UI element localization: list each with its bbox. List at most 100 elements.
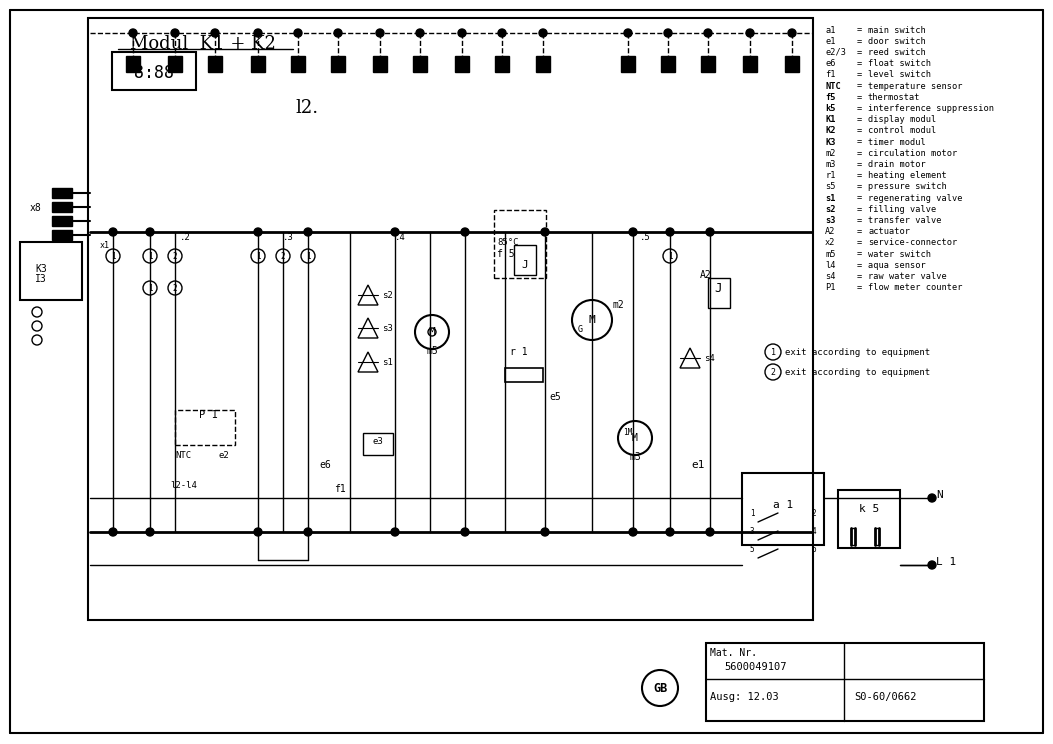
Text: .5: .5 <box>639 233 651 242</box>
Text: =: = <box>857 115 862 124</box>
Bar <box>701 56 715 72</box>
Bar <box>331 56 345 72</box>
Bar <box>363 433 393 455</box>
Circle shape <box>428 328 436 336</box>
Text: s3: s3 <box>824 216 835 225</box>
Text: m3: m3 <box>629 452 641 462</box>
Text: =: = <box>857 171 862 180</box>
Text: x8: x8 <box>31 203 42 213</box>
Text: x2: x2 <box>824 238 835 247</box>
Circle shape <box>629 228 637 236</box>
Text: a 1: a 1 <box>773 500 793 510</box>
Bar <box>495 56 509 72</box>
Circle shape <box>539 29 547 37</box>
Text: s2: s2 <box>382 290 393 300</box>
Text: f1: f1 <box>334 484 345 494</box>
Text: A2: A2 <box>700 270 712 280</box>
Text: P1: P1 <box>824 283 835 292</box>
Bar <box>706 643 984 721</box>
Text: =: = <box>857 227 862 236</box>
Text: f 5: f 5 <box>497 249 515 259</box>
Text: interference suppression: interference suppression <box>868 104 994 113</box>
Bar <box>168 56 182 72</box>
Text: =: = <box>857 70 862 80</box>
Text: 1: 1 <box>147 283 153 292</box>
Text: 4: 4 <box>812 527 816 536</box>
Text: regenerating valve: regenerating valve <box>868 193 962 202</box>
Bar <box>455 56 469 72</box>
Text: level switch: level switch <box>868 70 931 80</box>
Circle shape <box>461 228 469 236</box>
Text: transfer valve: transfer valve <box>868 216 941 225</box>
Text: timer modul: timer modul <box>868 138 926 147</box>
Circle shape <box>704 29 712 37</box>
Bar <box>838 490 900 548</box>
Text: thermostat: thermostat <box>868 93 920 102</box>
Text: exit according to equipment: exit according to equipment <box>784 347 930 356</box>
Text: G: G <box>577 325 582 334</box>
Text: s4: s4 <box>824 272 835 281</box>
Circle shape <box>130 29 137 37</box>
Circle shape <box>334 29 342 37</box>
Text: water switch: water switch <box>868 249 931 258</box>
Text: k 5: k 5 <box>859 504 879 514</box>
Text: K2: K2 <box>824 126 835 135</box>
Text: e6: e6 <box>824 59 835 68</box>
Text: float switch: float switch <box>868 59 931 68</box>
Bar <box>208 56 222 72</box>
Text: =: = <box>857 126 862 135</box>
Text: GB: GB <box>653 682 668 694</box>
Bar <box>291 56 305 72</box>
Circle shape <box>706 528 714 536</box>
Text: =: = <box>857 260 862 270</box>
Text: door switch: door switch <box>868 36 926 45</box>
Circle shape <box>746 29 754 37</box>
Text: m5: m5 <box>824 249 835 258</box>
Text: =: = <box>857 249 862 258</box>
Circle shape <box>211 29 219 37</box>
Circle shape <box>665 228 674 236</box>
Bar <box>743 56 757 72</box>
Text: P 1: P 1 <box>199 410 217 420</box>
Text: N: N <box>936 490 942 500</box>
Text: temperature sensor: temperature sensor <box>868 82 962 91</box>
Text: s4: s4 <box>704 353 715 362</box>
Text: =: = <box>857 193 862 202</box>
Text: =: = <box>857 272 862 281</box>
Text: M: M <box>589 315 595 325</box>
Circle shape <box>171 29 179 37</box>
Text: 5: 5 <box>750 545 754 554</box>
Text: 1: 1 <box>668 251 672 260</box>
Bar <box>88 18 813 620</box>
Text: a1: a1 <box>824 25 835 34</box>
Text: l2.: l2. <box>295 99 318 117</box>
Text: 85°C: 85°C <box>497 238 518 247</box>
Text: e1: e1 <box>691 460 704 470</box>
Circle shape <box>928 494 936 502</box>
Text: service-connector: service-connector <box>868 238 957 247</box>
Circle shape <box>629 528 637 536</box>
Text: r 1: r 1 <box>510 347 528 357</box>
Text: K3: K3 <box>35 264 46 274</box>
Text: l4: l4 <box>824 260 835 270</box>
Text: 1: 1 <box>750 509 754 518</box>
Bar <box>52 188 72 198</box>
Text: 8:88: 8:88 <box>134 64 174 82</box>
Text: =: = <box>857 149 862 158</box>
Circle shape <box>664 29 672 37</box>
Bar <box>126 56 140 72</box>
Text: 2: 2 <box>173 251 177 260</box>
Text: circulation motor: circulation motor <box>868 149 957 158</box>
Text: =: = <box>857 238 862 247</box>
Text: s3: s3 <box>382 324 393 333</box>
Text: 1M: 1M <box>623 428 633 437</box>
Text: NTC: NTC <box>824 82 840 91</box>
Circle shape <box>498 29 506 37</box>
Bar <box>251 56 265 72</box>
Text: =: = <box>857 104 862 113</box>
Circle shape <box>304 228 312 236</box>
Circle shape <box>110 528 117 536</box>
Text: 1: 1 <box>771 347 775 356</box>
Bar <box>413 56 428 72</box>
Text: m3: m3 <box>824 160 835 169</box>
